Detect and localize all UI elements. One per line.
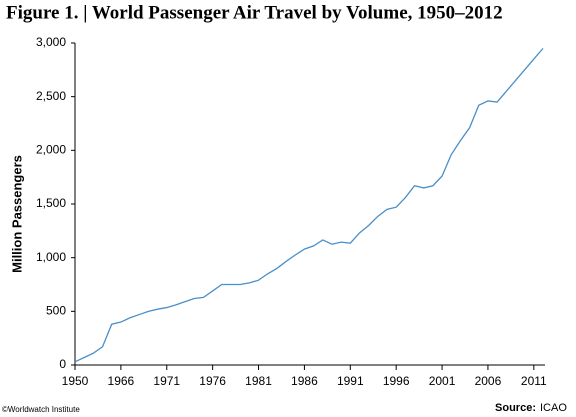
line-series [74,47,544,363]
x-tick-label: 1976 [199,374,226,388]
x-tick-label: 1971 [153,374,180,388]
y-tick-label: 2,500 [36,89,66,103]
x-tick-label: 1981 [245,374,272,388]
y-tick-label: 3,000 [36,35,66,49]
y-tick-label: 1,500 [36,196,66,210]
x-tick-label: 2006 [475,374,502,388]
y-tick-label: 0 [59,357,66,371]
y-tick-label: 1,000 [36,250,66,264]
source: ICAO [540,402,567,414]
x-tick-label: 2011 [521,374,547,388]
y-tick-label: 2,000 [36,143,66,157]
source-label: Source: [495,402,536,414]
chart-title: Figure 1. | World Passenger Air Travel b… [6,2,503,23]
y-axis-title: Million Passengers [9,155,24,273]
x-tick-label: 1991 [337,374,364,388]
y-tick-label: 500 [46,304,66,318]
x-tick-label: 1966 [108,374,135,388]
x-tick-label: 2001 [429,374,456,388]
x-tick-label: 1950 [62,374,89,388]
x-tick-label: 1986 [291,374,318,388]
credit: ©Worldwatch Institute [2,405,80,414]
x-tick-label: 1996 [383,374,410,388]
